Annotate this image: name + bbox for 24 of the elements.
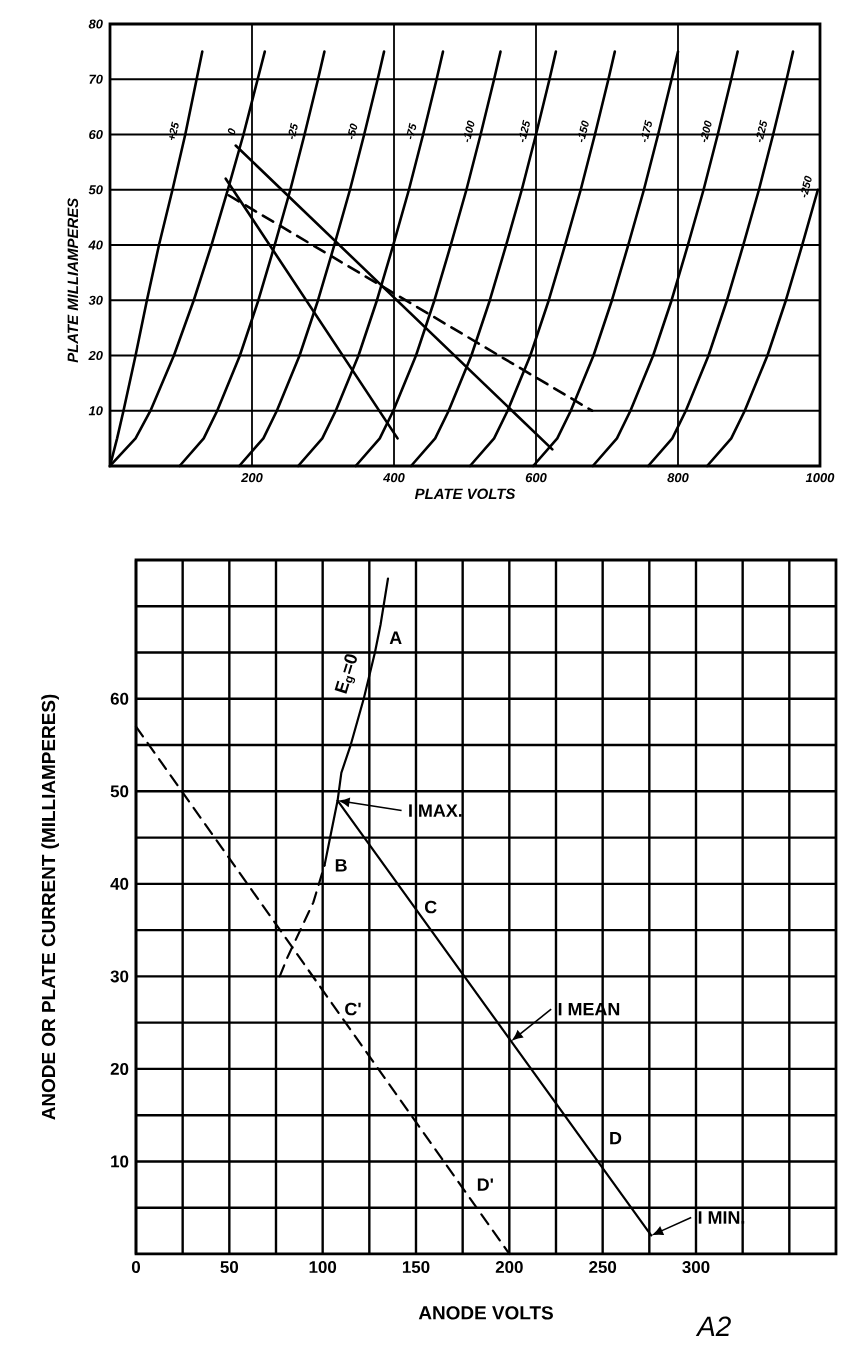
- annotation: C: [424, 900, 437, 914]
- annotation: A: [389, 631, 402, 644]
- annotation: B: [335, 859, 347, 872]
- y-tick-label: 60: [110, 692, 129, 705]
- x-tick-label: 0: [131, 1261, 141, 1273]
- y-tick-label: 10: [111, 1155, 129, 1168]
- annotation: D: [610, 1131, 622, 1145]
- y-tick-label: 30: [110, 970, 129, 983]
- x-tick-label: 150: [402, 1261, 430, 1273]
- annotation: I MAX.: [409, 804, 462, 817]
- x-tick-label: 50: [220, 1261, 239, 1273]
- text: E$_{g}$=0: [334, 654, 357, 694]
- x-axis-title: ANODE VOLTS: [418, 1306, 553, 1320]
- x-tick-label: 250: [589, 1261, 617, 1273]
- y-tick-label: 50: [110, 785, 129, 798]
- x-tick-label: 200: [495, 1261, 523, 1273]
- annotation: D': [477, 1178, 493, 1191]
- y-axis-title: ANODE OR PLATE CURRENT (MILLIAMPERES): [41, 694, 59, 1120]
- annotation: C': [345, 1002, 361, 1016]
- y-tick-label: 20: [110, 1062, 129, 1075]
- text: A2: [695, 1316, 731, 1336]
- x-tick-label: 100: [309, 1261, 337, 1273]
- y-tick-label: 40: [110, 877, 129, 890]
- x-tick-label: 300: [682, 1261, 710, 1274]
